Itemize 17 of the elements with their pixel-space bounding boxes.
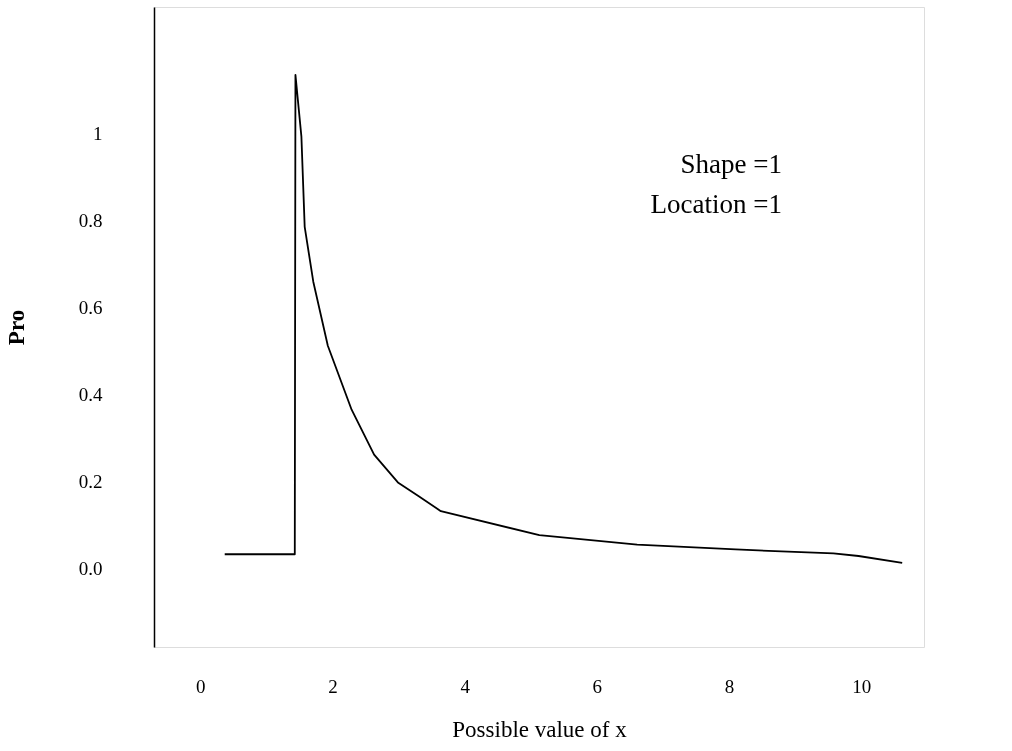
x-tick-label: 8 bbox=[724, 675, 735, 697]
x-tick-label: 4 bbox=[460, 675, 471, 697]
x-tick-label: 10 bbox=[852, 675, 872, 697]
y-tick-label: 1 bbox=[93, 122, 103, 144]
x-tick-label: 6 bbox=[592, 675, 603, 697]
y-axis-title: Pro bbox=[3, 309, 29, 346]
line-series bbox=[223, 74, 904, 564]
x-axis-title: Possible value of x bbox=[452, 716, 628, 742]
y-tick-label: 0.6 bbox=[78, 296, 103, 318]
y-tick-label: 0.2 bbox=[78, 471, 103, 493]
y-tick-label: 0.0 bbox=[78, 558, 103, 580]
y-tick-label: 0.8 bbox=[78, 209, 103, 231]
y-tick-label: 0.4 bbox=[78, 383, 103, 405]
x-tick-label: 2 bbox=[328, 675, 338, 697]
annotation: Location =1 bbox=[650, 189, 782, 219]
x-tick-label: 0 bbox=[196, 675, 206, 697]
annotation: Shape =1 bbox=[680, 149, 782, 179]
